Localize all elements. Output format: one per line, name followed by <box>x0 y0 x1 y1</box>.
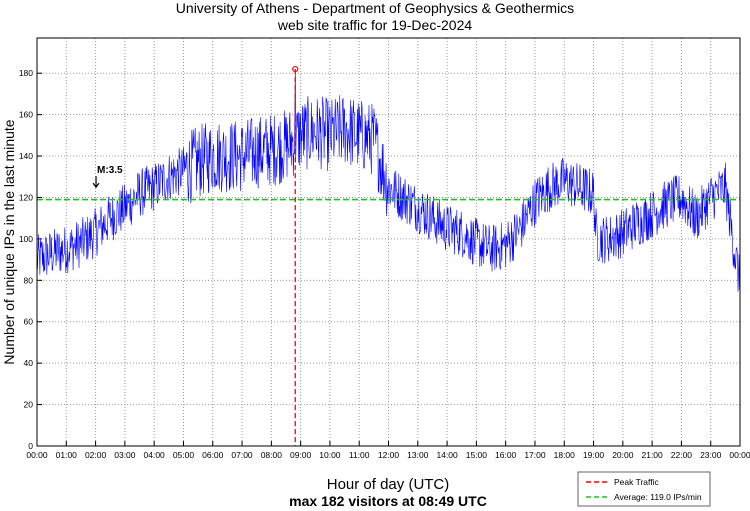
legend-box <box>577 471 711 507</box>
x-tick-label: 06:00 <box>202 450 224 460</box>
y-tick-label: 120 <box>19 192 33 202</box>
x-axis-label: Hour of day (UTC) <box>327 476 450 493</box>
y-tick-label: 20 <box>24 400 34 410</box>
y-tick-label: 80 <box>24 275 34 285</box>
x-tick-label: 05:00 <box>173 450 195 460</box>
x-tick-label: 19:00 <box>583 450 605 460</box>
x-tick-label: 10:00 <box>319 450 341 460</box>
annotation-label: M:3.5 <box>97 165 123 176</box>
x-tick-label: 03:00 <box>114 450 136 460</box>
y-axis-label: Number of unique IPs in the last minute <box>1 119 17 364</box>
max-visitors-label: max 182 visitors at 08:49 UTC <box>289 493 487 509</box>
x-tick-label: 12:00 <box>378 450 400 460</box>
grid <box>37 38 740 446</box>
x-tick-label: 11:00 <box>349 450 370 460</box>
y-tick-label: 140 <box>19 151 33 161</box>
legend: Peak Traffic Average: 119.0 IPs/min <box>577 471 711 507</box>
x-tick-label: 14:00 <box>436 450 458 460</box>
x-tick-label: 04:00 <box>144 450 166 460</box>
x-tick-label: 02:00 <box>85 450 107 460</box>
annotation-arrow-icon <box>92 176 100 189</box>
y-tick-label: 60 <box>24 317 34 327</box>
x-tick-label: 21:00 <box>641 450 663 460</box>
x-tick-label: 17:00 <box>524 450 546 460</box>
x-tick-label: 15:00 <box>466 450 488 460</box>
y-tick-label: 0 <box>28 441 33 451</box>
y-tick-label: 160 <box>19 110 33 120</box>
x-tick-label: 01:00 <box>56 450 78 460</box>
x-tick-label: 00:00 <box>26 450 48 460</box>
x-tick-label: 18:00 <box>554 450 576 460</box>
x-tick-label: 08:00 <box>261 450 283 460</box>
legend-average-label: Average: 119.0 IPs/min <box>614 492 702 502</box>
y-tick-label: 180 <box>19 68 33 78</box>
y-tick-label: 40 <box>24 358 34 368</box>
x-tick-label: 00:00 <box>729 450 750 460</box>
x-tick-label: 16:00 <box>495 450 517 460</box>
chart-title: University of Athens - Department of Geo… <box>176 0 574 16</box>
x-tick-label: 13:00 <box>407 450 429 460</box>
chart-subtitle: web site traffic for 19-Dec-2024 <box>277 17 472 33</box>
series-layer: M:3.5 <box>36 65 741 446</box>
axis-ticks: 00:00 01:00 02:00 03:00 04:00 05:00 06:00 07:00… <box>19 68 750 460</box>
plot-frame <box>36 37 741 447</box>
x-tick-label: 09:00 <box>290 450 312 460</box>
x-tick-label: 07:00 <box>231 450 253 460</box>
x-tick-label: 23:00 <box>700 450 722 460</box>
traffic-line <box>36 69 741 292</box>
x-tick-label: 22:00 <box>671 450 693 460</box>
y-tick-label: 100 <box>19 234 33 244</box>
legend-peak-label: Peak Traffic <box>614 477 659 487</box>
x-tick-label: 20:00 <box>612 450 634 460</box>
peak-marker <box>292 65 299 73</box>
